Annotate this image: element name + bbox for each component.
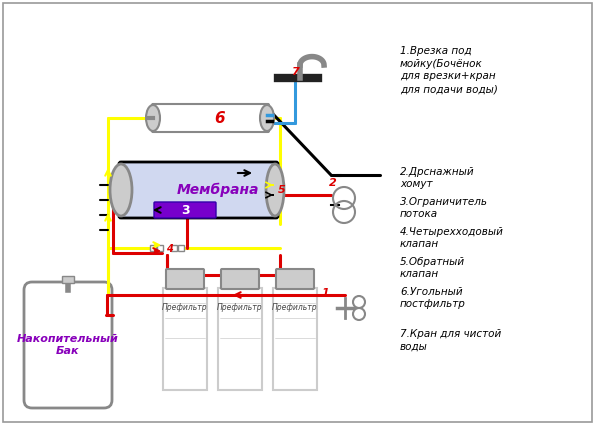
FancyBboxPatch shape bbox=[154, 202, 216, 218]
Text: 7.Кран для чистой
воды: 7.Кран для чистой воды bbox=[400, 329, 501, 351]
Text: 3.Ограничитель
потока: 3.Ограничитель потока bbox=[400, 197, 488, 219]
Bar bbox=[218, 288, 262, 390]
Text: 2: 2 bbox=[329, 178, 337, 188]
FancyBboxPatch shape bbox=[119, 162, 278, 218]
Ellipse shape bbox=[110, 164, 132, 216]
Text: 6: 6 bbox=[215, 110, 226, 125]
Text: Префильтр: Префильтр bbox=[162, 303, 208, 312]
Bar bbox=[178, 245, 184, 251]
FancyBboxPatch shape bbox=[166, 269, 204, 289]
Text: Накопительный
Бак: Накопительный Бак bbox=[17, 334, 119, 356]
Text: 1: 1 bbox=[321, 288, 329, 298]
Ellipse shape bbox=[260, 105, 274, 131]
FancyBboxPatch shape bbox=[152, 104, 269, 132]
Text: 5: 5 bbox=[278, 185, 286, 195]
Text: 7: 7 bbox=[291, 67, 299, 77]
Bar bbox=[171, 245, 177, 251]
Text: Префильтр: Префильтр bbox=[272, 303, 318, 312]
FancyBboxPatch shape bbox=[276, 269, 314, 289]
Bar bbox=[62, 276, 74, 283]
Ellipse shape bbox=[146, 105, 160, 131]
Text: 4: 4 bbox=[165, 244, 173, 254]
Text: 3: 3 bbox=[181, 204, 189, 216]
Bar bbox=[150, 245, 156, 251]
Bar bbox=[163, 288, 207, 390]
Text: 1.Врезка под
мойку(Бочёнок
для врезки+кран
для подачи воды): 1.Врезка под мойку(Бочёнок для врезки+кр… bbox=[400, 46, 498, 94]
Ellipse shape bbox=[266, 164, 284, 216]
Text: Префильтр: Префильтр bbox=[217, 303, 263, 312]
Bar bbox=[157, 245, 163, 251]
FancyBboxPatch shape bbox=[24, 282, 112, 408]
Text: 4.Четырехходовый
клапан: 4.Четырехходовый клапан bbox=[400, 227, 504, 249]
Text: 5.Обратный
клапан: 5.Обратный клапан bbox=[400, 257, 465, 279]
FancyBboxPatch shape bbox=[221, 269, 259, 289]
Text: 6.Угольный
постфильтр: 6.Угольный постфильтр bbox=[400, 286, 466, 309]
Text: Мембрана: Мембрана bbox=[177, 183, 259, 197]
Bar bbox=[273, 288, 317, 390]
Text: 2.Дрснажный
хомут: 2.Дрснажный хомут bbox=[400, 167, 475, 190]
